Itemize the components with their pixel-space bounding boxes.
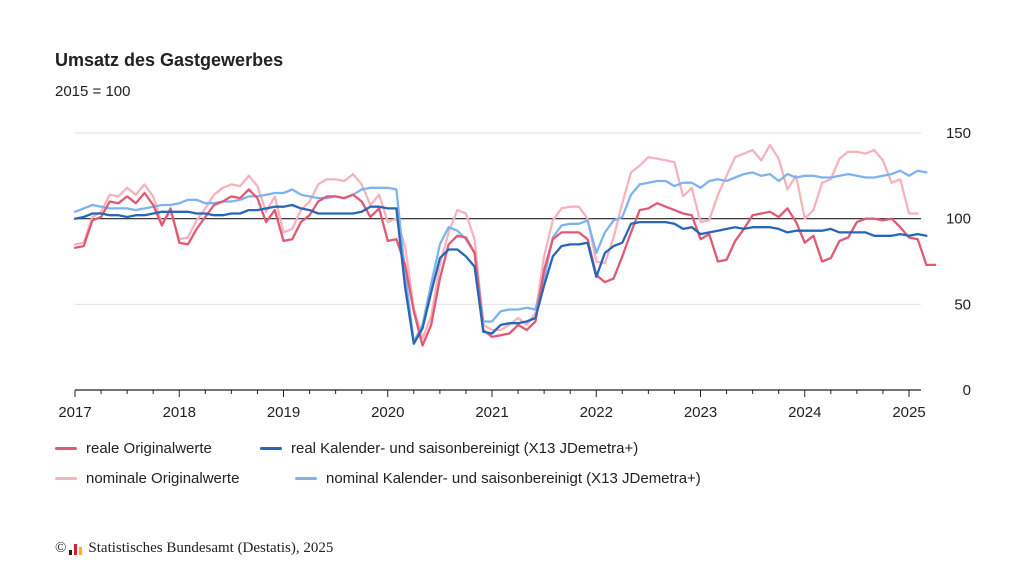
source-text: Statistisches Bundesamt (Destatis), 2025 <box>88 540 334 556</box>
series-line <box>73 188 937 347</box>
x-tick-label: 2019 <box>267 404 300 421</box>
x-tick-label: 2020 <box>371 404 404 421</box>
legend-label: reale Originalwerte <box>86 440 212 457</box>
x-axis: 2017 2018 2019 2020 2021 2022 2023 2024 2025 <box>58 389 926 421</box>
legend-item-real-bereinigt: real Kalender- und saisonbereinigt (X13 … <box>260 440 638 457</box>
legend-label: nominal Kalender- und saisonbereinigt (X… <box>326 470 701 487</box>
y-tick-label: 100 <box>946 211 971 228</box>
x-tick-label: 2022 <box>580 404 613 421</box>
x-tick-label: 2018 <box>163 404 196 421</box>
x-tick-label: 2024 <box>788 404 821 421</box>
y-tick-label: 50 <box>954 296 971 313</box>
legend-label: nominale Originalwerte <box>86 470 240 487</box>
legend-item-reale-originalwerte: reale Originalwerte <box>55 440 212 457</box>
legend-swatch <box>55 447 77 450</box>
series-line <box>73 203 928 345</box>
source-credit: © Statistisches Bundesamt (Destatis), 20… <box>55 540 333 557</box>
legend: reale Originalwerte real Kalender- und s… <box>55 440 955 500</box>
x-tick-label: 2021 <box>475 404 508 421</box>
series-line <box>73 143 919 340</box>
y-axis: 0 50 100 150 <box>946 125 971 399</box>
x-tick-label: 2025 <box>892 404 925 421</box>
series-lines <box>73 143 937 347</box>
y-tick-label: 150 <box>946 125 971 142</box>
grid-lines <box>75 132 921 305</box>
chart-subtitle: 2015 = 100 <box>55 83 131 100</box>
chart-title: Umsatz des Gastgewerbes <box>55 50 284 70</box>
legend-swatch <box>260 447 282 450</box>
legend-label: real Kalender- und saisonbereinigt (X13 … <box>291 440 639 457</box>
legend-swatch <box>295 477 317 480</box>
legend-item-nominale-originalwerte: nominale Originalwerte <box>55 470 239 487</box>
legend-swatch <box>55 477 77 480</box>
x-tick-label: 2017 <box>58 404 91 421</box>
legend-item-nominal-bereinigt: nominal Kalender- und saisonbereinigt (X… <box>295 470 701 487</box>
series-line <box>73 169 928 344</box>
destatis-logo-icon <box>69 543 83 555</box>
x-tick-label: 2023 <box>684 404 717 421</box>
y-tick-label: 0 <box>963 382 971 399</box>
copyright-symbol: © <box>55 540 67 556</box>
